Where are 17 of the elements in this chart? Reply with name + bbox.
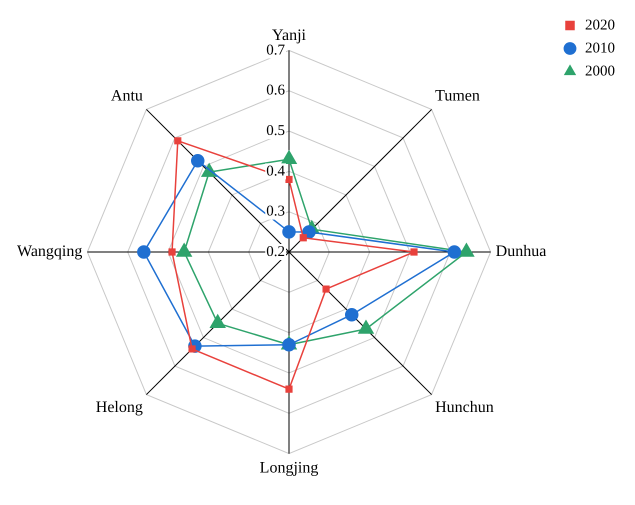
y-tick-label: 0.7 [266,42,286,58]
spoke-label: Antu [110,87,143,104]
spoke-label: Tumen [435,87,480,104]
spoke-label: Wangqing [16,243,82,260]
spoke-label: Helong [96,398,143,416]
y-tick-label: 0.3 [266,204,285,220]
y-tick-label: 0.5 [266,122,285,139]
legend-label: 2020 [585,17,615,34]
y-tick-label: 0.2 [266,244,285,260]
spoke-label: Dunhua [496,243,546,260]
spoke-label: Longjing [260,459,318,476]
spoke-label: Yanji [272,26,307,44]
legend-label: 2010 [585,40,615,56]
legend-label: 2000 [585,63,615,80]
y-tick-label: 0.4 [266,163,286,180]
y-tick-label: 0.6 [266,82,286,99]
spoke-label: Hunchun [435,398,494,416]
